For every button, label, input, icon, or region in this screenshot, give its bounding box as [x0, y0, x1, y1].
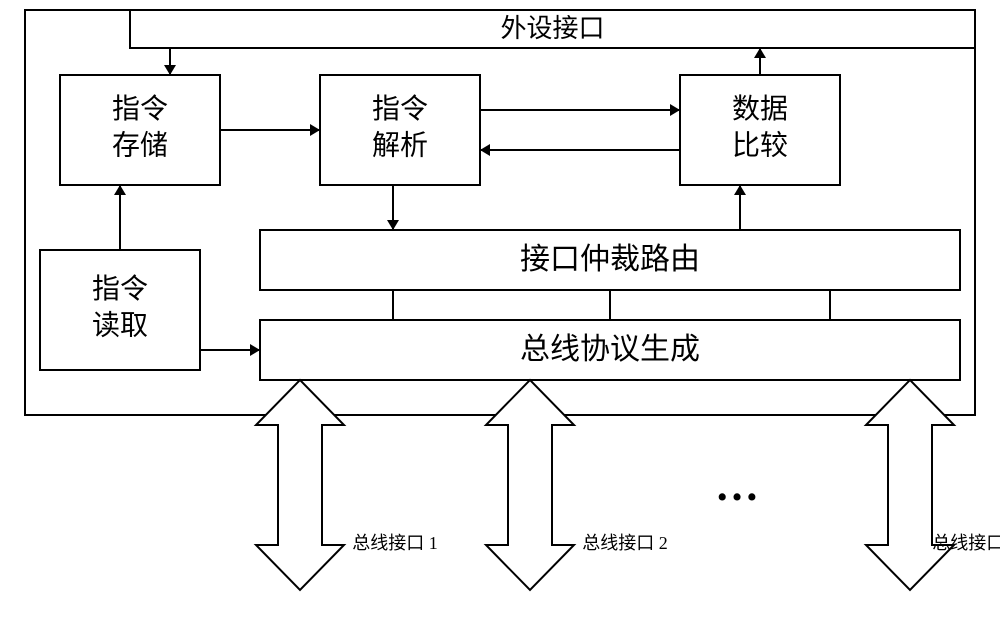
bus-arrow-2: [486, 380, 574, 590]
node-store-label-1: 指令: [112, 93, 168, 125]
node-compare-label-1: 数据: [732, 93, 788, 125]
bus-arrow-3: [866, 380, 954, 590]
ellipsis: …: [715, 461, 765, 510]
bus-label-1: 总线接口 1: [352, 533, 438, 553]
node-store-label-2: 存储: [112, 130, 168, 162]
bus-arrow-1: [256, 380, 344, 590]
node-compare-label-2: 比较: [732, 130, 788, 162]
architecture-diagram: 外设接口指令存储指令解析数据比较指令读取接口仲裁路由总线协议生成…总线接口 1总…: [0, 0, 1000, 635]
node-read-label-2: 读取: [92, 310, 148, 342]
node-proto-label: 总线协议生成: [520, 333, 700, 366]
node-parse-label-2: 解析: [372, 130, 428, 162]
node-parse-label-1: 指令: [372, 93, 428, 125]
node-arb-label: 接口仲裁路由: [520, 243, 700, 276]
node-periph-label: 外设接口: [500, 14, 604, 43]
bus-label-3: 总线接口 n: [932, 533, 1000, 553]
node-read-label-1: 指令: [92, 273, 148, 305]
bus-label-2: 总线接口 2: [582, 533, 668, 553]
